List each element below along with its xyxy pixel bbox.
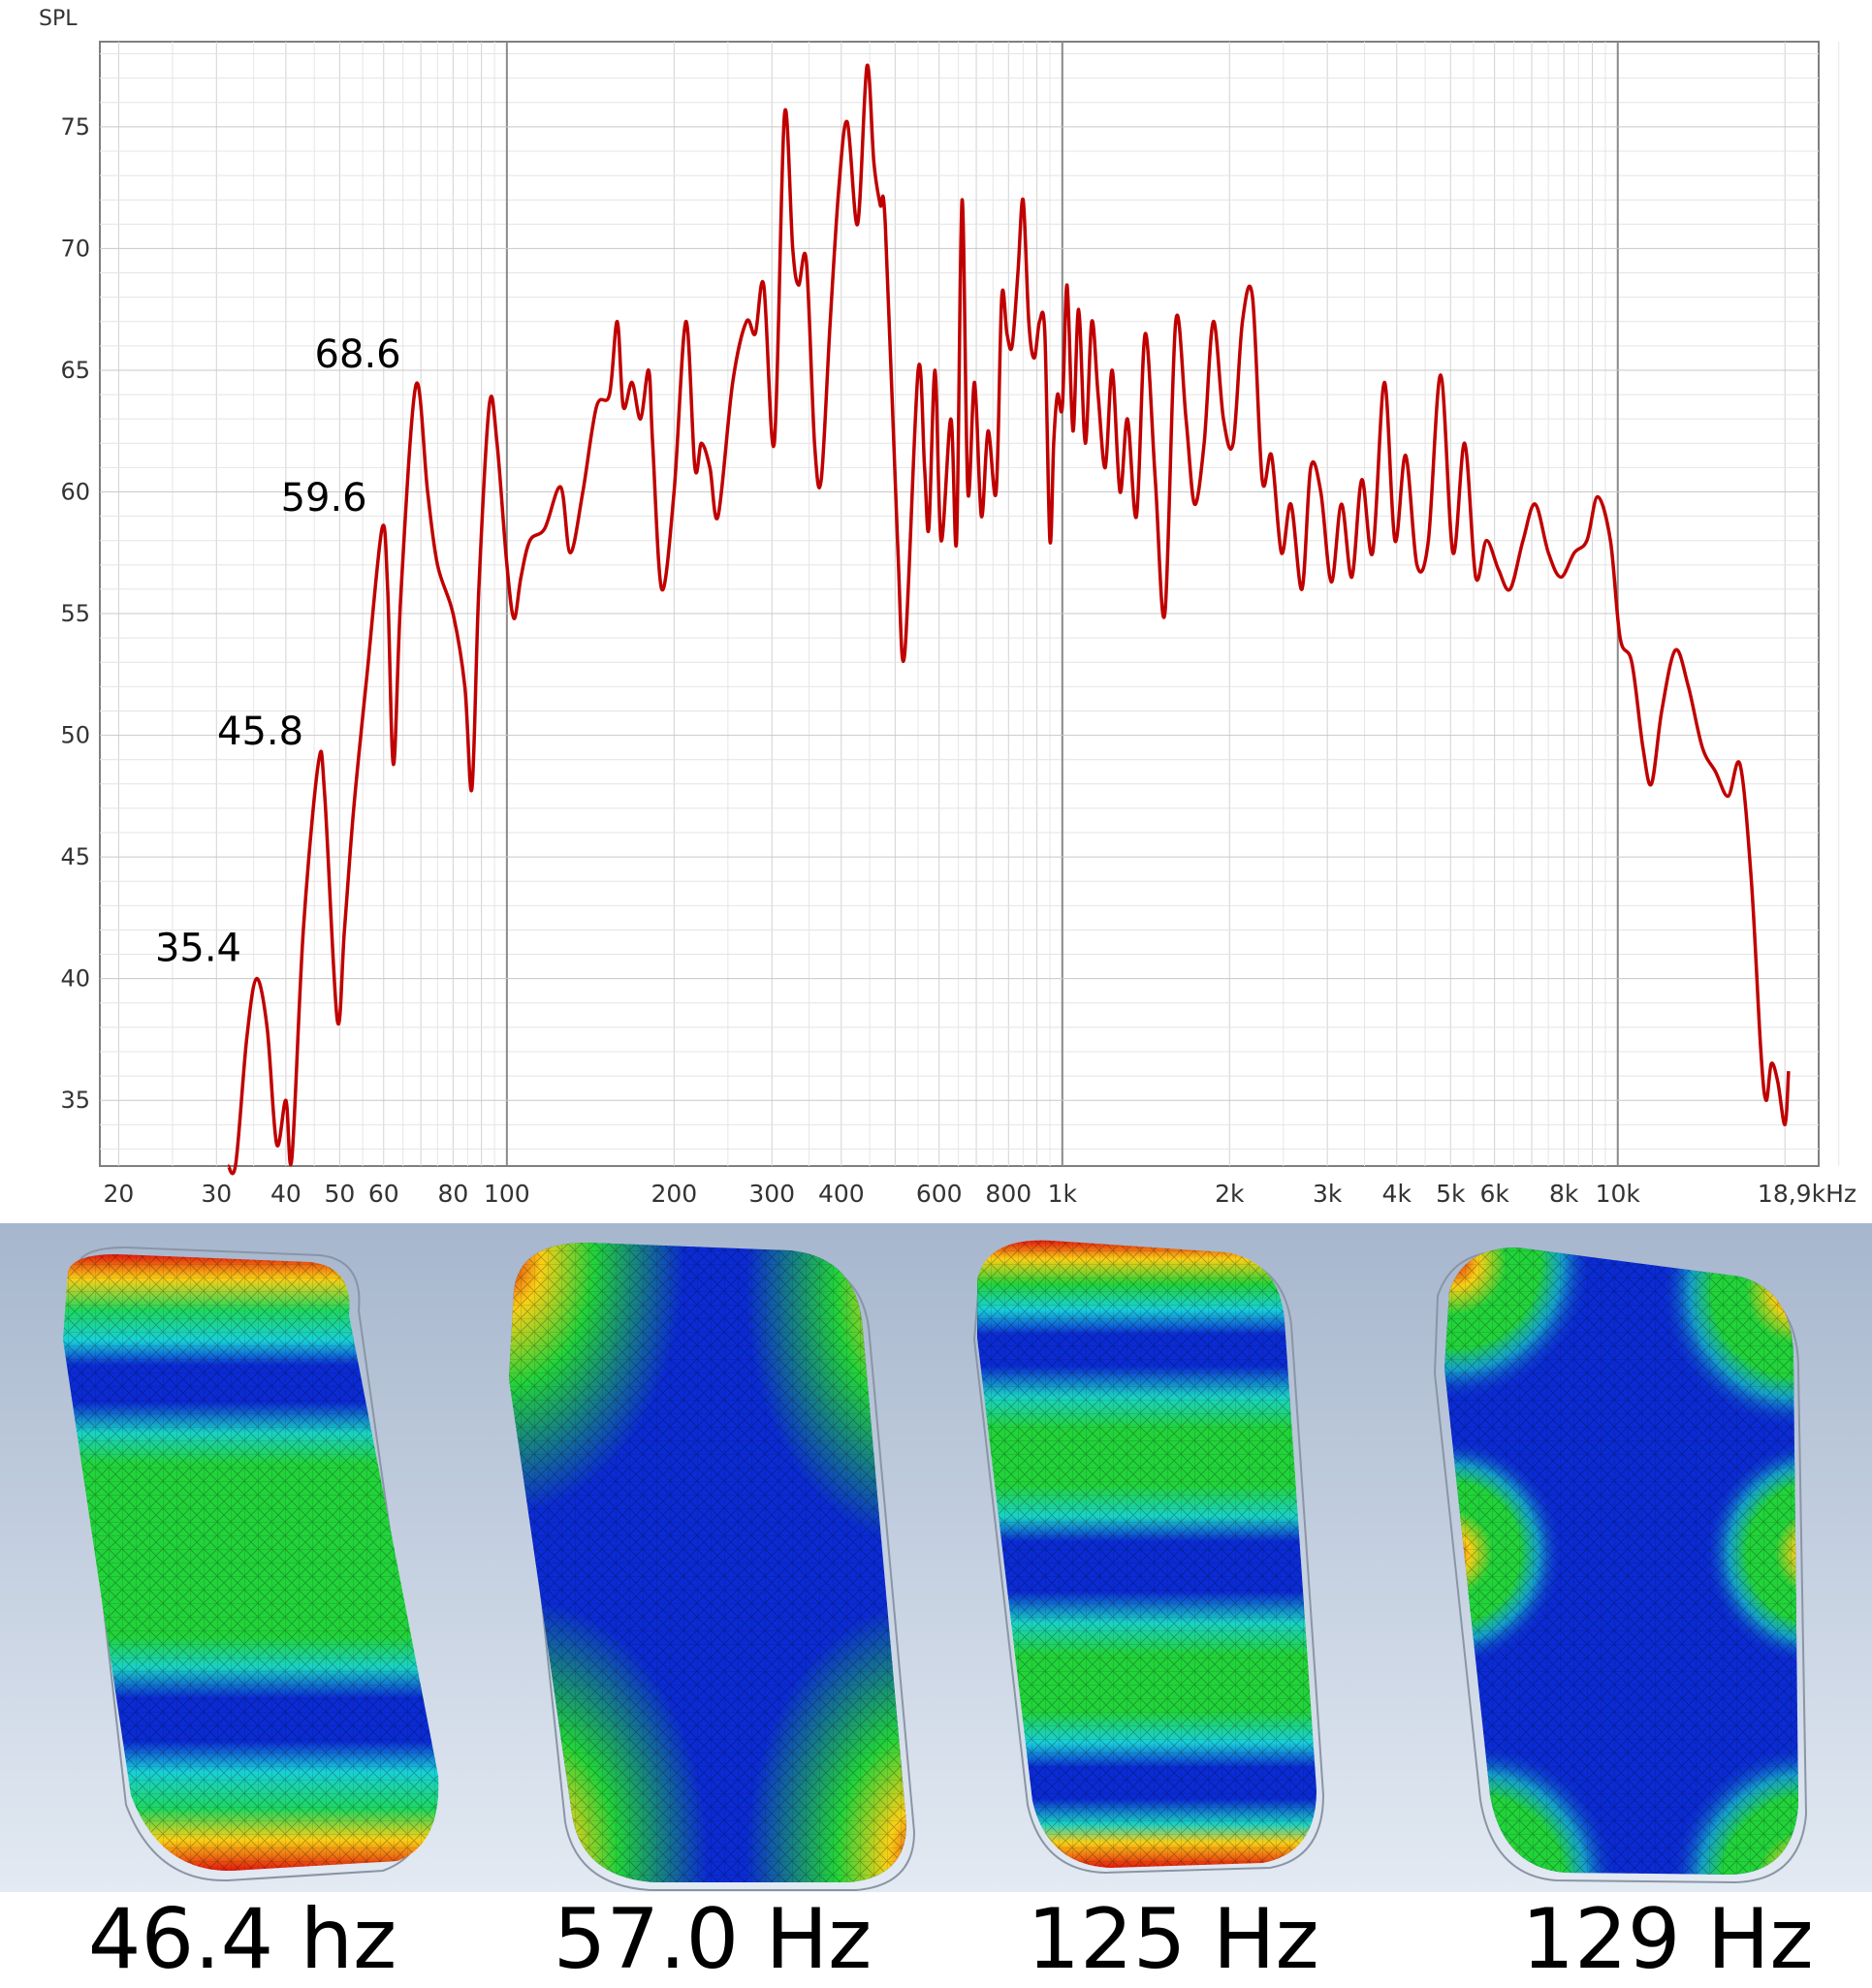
y-tick-label: 50 xyxy=(60,722,90,749)
x-tick-label: 3k xyxy=(1313,1180,1343,1208)
x-tick-label: 5k xyxy=(1436,1180,1466,1208)
mode-label-3: 125 Hz xyxy=(1027,1891,1319,1988)
x-tick-label: 50 xyxy=(324,1180,355,1208)
mode-panel-3 xyxy=(950,1223,1411,1892)
mode-label-1: 46.4 hz xyxy=(87,1891,397,1988)
peak-annotation: 68.6 xyxy=(315,332,401,377)
peak-annotations: 35.4 45.8 59.6 68.6 xyxy=(155,332,401,971)
series-layer xyxy=(226,63,1791,1176)
x-tick-label: 60 xyxy=(368,1180,399,1208)
y-tick-label: 70 xyxy=(60,235,90,262)
peak-annotation: 35.4 xyxy=(155,927,241,971)
x-tick-label: 400 xyxy=(818,1180,865,1208)
x-tick-label: 80 xyxy=(437,1180,468,1208)
x-tick-label: 30 xyxy=(201,1180,232,1208)
x-tick-label: 18,9kHz xyxy=(1758,1180,1856,1208)
mode-panel-1 xyxy=(0,1223,480,1892)
x-tick-label: 40 xyxy=(270,1180,301,1208)
mode-image-4 xyxy=(1411,1223,1872,1892)
x-tick-label: 2k xyxy=(1215,1180,1245,1208)
y-tick-label: 60 xyxy=(60,479,90,506)
mode-panel-4 xyxy=(1411,1223,1872,1892)
x-tick-label: 20 xyxy=(103,1180,134,1208)
x-tick-label: 100 xyxy=(484,1180,530,1208)
y-tick-label: 55 xyxy=(60,600,90,627)
x-tick-label: 6k xyxy=(1479,1180,1509,1208)
y-tick-label: 35 xyxy=(60,1087,90,1114)
x-tick-label: 600 xyxy=(916,1180,963,1208)
x-tick-label: 1k xyxy=(1048,1180,1078,1208)
x-tick-label: 8k xyxy=(1549,1180,1579,1208)
y-axis-label: SPL xyxy=(39,7,78,31)
mode-label-2: 57.0 Hz xyxy=(553,1891,873,1988)
spl-series-line xyxy=(226,63,1791,1176)
y-tick-label: 65 xyxy=(60,357,90,384)
y-tick-label: 40 xyxy=(60,965,90,993)
y-axis-ticks: 35 40 45 50 55 60 65 70 75 xyxy=(60,113,90,1114)
peak-annotation: 59.6 xyxy=(281,476,367,521)
plot-area xyxy=(99,41,1820,1167)
mode-panel-2 xyxy=(480,1223,950,1892)
x-tick-label: 200 xyxy=(650,1180,697,1208)
mode-image-1 xyxy=(0,1223,480,1892)
x-tick-label: 10k xyxy=(1596,1180,1641,1208)
y-tick-label: 75 xyxy=(60,113,90,141)
x-tick-label: 4k xyxy=(1382,1180,1412,1208)
peak-annotation: 45.8 xyxy=(217,710,303,754)
mode-image-3 xyxy=(950,1223,1411,1892)
x-axis-ticks: 20 30 40 50 60 80 100 200 300 400 600 800 1k 2k 3k 4k 5k… xyxy=(103,1180,1856,1208)
x-tick-label: 300 xyxy=(748,1180,795,1208)
x-tick-label: 800 xyxy=(985,1180,1031,1208)
mode-label-4: 129 Hz xyxy=(1521,1891,1814,1988)
mode-image-2 xyxy=(480,1223,950,1892)
y-tick-label: 45 xyxy=(60,843,90,870)
